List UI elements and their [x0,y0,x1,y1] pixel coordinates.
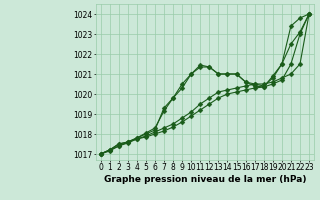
X-axis label: Graphe pression niveau de la mer (hPa): Graphe pression niveau de la mer (hPa) [104,175,306,184]
